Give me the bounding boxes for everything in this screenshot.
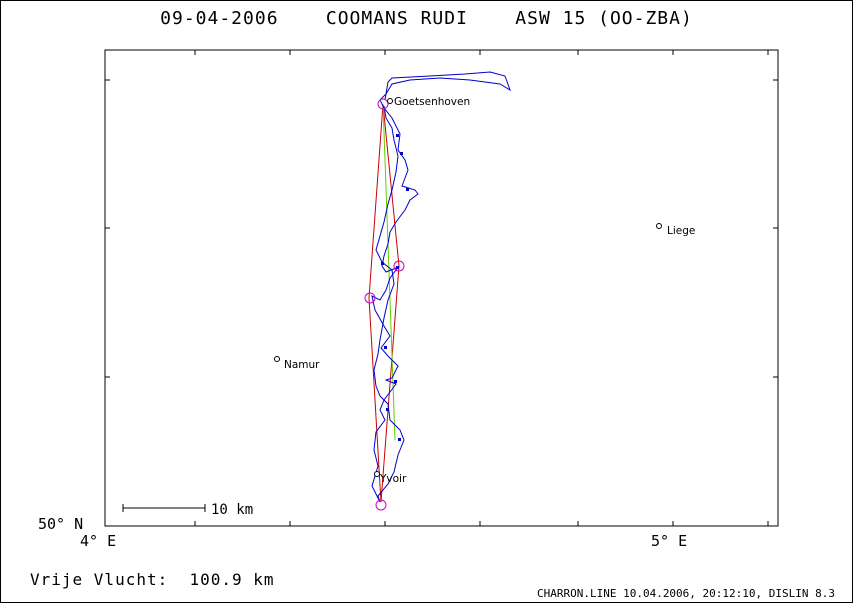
place-marker-yvoir [374,471,380,477]
turnpoint-start [377,98,389,110]
place-marker-namur [274,356,280,362]
axis-ticks [105,50,778,526]
gps-track [371,71,511,503]
lon-left-label: 4° E [80,532,117,550]
footer-info: CHARRON.LINE 10.04.2006, 20:12:10, DISLI… [536,587,835,600]
place-label-namur: Namur [284,359,320,371]
place-label-liege: Liege [667,225,695,237]
track-markers [381,134,409,441]
places: Goetsenhoven Liege Namur Yvoir [274,96,695,485]
flight-leg [382,103,396,441]
turnpoint-east [393,260,405,272]
place-marker-goetsenhoven [387,98,393,104]
turnpoint-south [375,499,387,511]
turnpoint-west [364,292,376,304]
map-border [104,49,779,527]
lon-right-label: 5° E [651,532,688,550]
lat-label: 50° N [38,515,84,533]
turnpoints [364,98,405,511]
scale-bar: 10 km [122,502,253,518]
place-marker-liege [656,223,662,229]
place-label-goetsenhoven: Goetsenhoven [394,96,470,108]
page-title: 09-04-2006 COOMANS RUDI ASW 15 (OO-ZBA) [160,8,693,29]
place-label-yvoir: Yvoir [379,473,407,485]
scale-bar-label: 10 km [211,502,253,518]
distance-label: Vrije Vlucht: 100.9 km [30,570,275,589]
